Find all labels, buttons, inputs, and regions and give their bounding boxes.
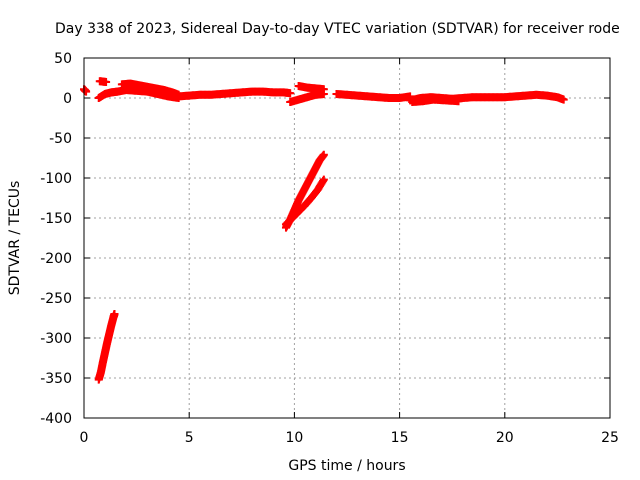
plot-frame [83, 57, 611, 419]
x-tick-label: 15 [391, 430, 409, 446]
tick-labels: 0 5 10 15 20 25 50 0 -50 -100 -150 -200 -250 -300 -350… [40, 51, 619, 446]
y-tick-label: -350 [40, 371, 72, 387]
data-point [110, 310, 119, 318]
x-tick-label: 25 [601, 430, 619, 446]
data-point [319, 85, 328, 94]
y-tick-label: -150 [40, 211, 72, 227]
series-seg-b [95, 77, 111, 86]
x-tick-label: 0 [80, 430, 89, 446]
data-point [286, 89, 295, 98]
data-point [454, 97, 463, 106]
data-point [319, 175, 328, 184]
series-seg-a [80, 85, 91, 96]
y-axis-label: SDTVAR / TECUs [7, 181, 23, 296]
series-seg-h [332, 90, 415, 102]
x-tick-label: 10 [285, 430, 303, 446]
series-seg-g [294, 82, 328, 94]
x-axis-label: GPS time / hours [288, 458, 405, 474]
data-point [559, 95, 568, 104]
series-seg-e [174, 87, 295, 101]
series-seg-l [281, 175, 328, 229]
series-seg-m [94, 310, 119, 384]
series-seg-d [117, 79, 183, 99]
chart-title: Day 338 of 2023, Sidereal Day-to-day VTE… [55, 21, 620, 37]
data-point [102, 78, 111, 86]
y-tick-label: -400 [40, 411, 72, 427]
y-tick-label: 50 [54, 51, 72, 67]
x-tick-label: 5 [185, 430, 194, 446]
data-point [82, 87, 91, 96]
y-tick-label: -50 [49, 131, 72, 147]
data-series [80, 77, 568, 384]
y-tick-label: 0 [63, 91, 72, 107]
grid-lines [84, 58, 610, 418]
y-tick-label: -300 [40, 331, 72, 347]
axis-ticks [83, 57, 611, 419]
series-seg-j [408, 95, 463, 106]
y-tick-label: -200 [40, 251, 72, 267]
y-tick-label: -250 [40, 291, 72, 307]
y-tick-label: -100 [40, 171, 72, 187]
data-point [319, 150, 328, 159]
x-tick-label: 20 [496, 430, 514, 446]
